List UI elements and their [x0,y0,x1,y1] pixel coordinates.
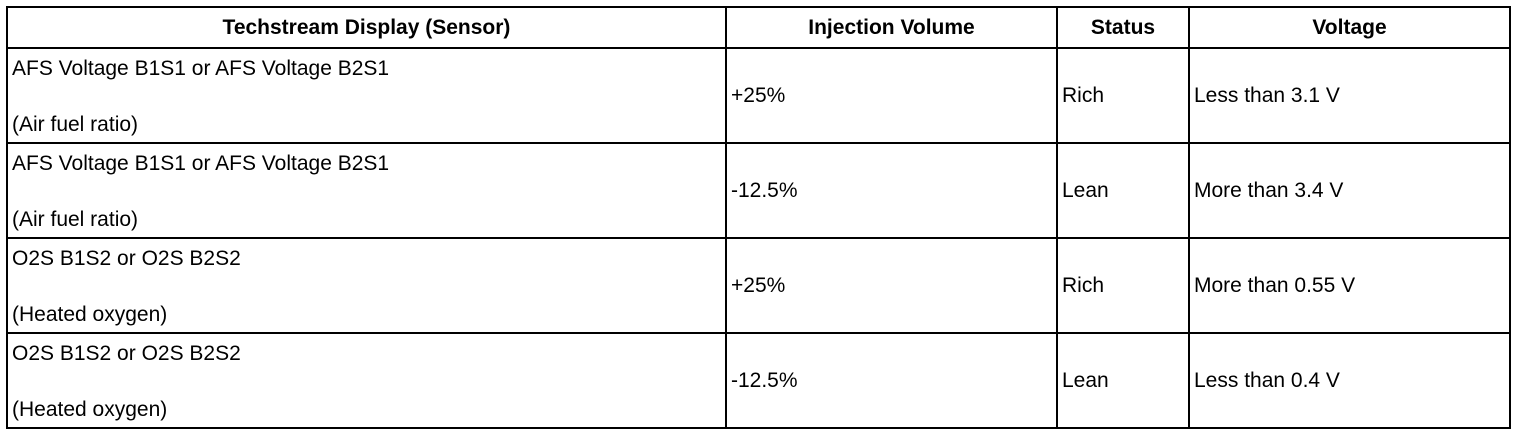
header-sensor: Techstream Display (Sensor) [6,6,727,49]
table-container: Techstream Display (Sensor) Injection Vo… [6,6,1511,429]
sensor-description: (Heated oxygen) [12,303,168,326]
voltage-value: More than 3.4 V [1194,178,1344,202]
sensor-description: (Heated oxygen) [12,398,168,421]
injection-volume-value: +25% [731,83,786,107]
status-cell: Rich [1056,47,1190,144]
injection-volume-cell: +25% [725,47,1058,144]
sensor-description: (Air fuel ratio) [12,113,139,136]
sensor-name: AFS Voltage B1S1 or AFS Voltage B2S1 [12,152,390,175]
table-row: AFS Voltage B1S1 or AFS Voltage B2S1 (Ai… [6,47,1511,144]
header-voltage: Voltage [1188,6,1511,49]
status-value: Rich [1062,273,1105,297]
voltage-cell: Less than 0.4 V [1188,332,1511,429]
table-header-row: Techstream Display (Sensor) Injection Vo… [6,6,1511,49]
voltage-cell: More than 0.55 V [1188,237,1511,334]
sensor-description: (Air fuel ratio) [12,208,139,231]
sensor-cell: AFS Voltage B1S1 or AFS Voltage B2S1 (Ai… [6,47,727,144]
voltage-cell: More than 3.4 V [1188,142,1511,239]
injection-volume-value: -12.5% [731,368,798,392]
voltage-value: More than 0.55 V [1194,273,1356,297]
header-injection-volume: Injection Volume [725,6,1058,49]
status-cell: Lean [1056,332,1190,429]
sensor-cell: O2S B1S2 or O2S B2S2 (Heated oxygen) [6,237,727,334]
injection-volume-cell: -12.5% [725,142,1058,239]
status-value: Lean [1062,178,1109,202]
injection-volume-value: +25% [731,273,786,297]
sensor-cell: AFS Voltage B1S1 or AFS Voltage B2S1 (Ai… [6,142,727,239]
header-status: Status [1056,6,1190,49]
sensor-name: O2S B1S2 or O2S B2S2 [12,247,241,270]
status-value: Rich [1062,83,1105,107]
injection-volume-value: -12.5% [731,178,798,202]
status-value: Lean [1062,368,1109,392]
status-cell: Lean [1056,142,1190,239]
voltage-cell: Less than 3.1 V [1188,47,1511,144]
sensor-name: AFS Voltage B1S1 or AFS Voltage B2S1 [12,57,390,80]
sensor-cell: O2S B1S2 or O2S B2S2 (Heated oxygen) [6,332,727,429]
injection-volume-cell: +25% [725,237,1058,334]
table-row: O2S B1S2 or O2S B2S2 (Heated oxygen) -12… [6,332,1511,429]
voltage-value: Less than 0.4 V [1194,368,1340,392]
table-row: AFS Voltage B1S1 or AFS Voltage B2S1 (Ai… [6,142,1511,239]
voltage-value: Less than 3.1 V [1194,83,1340,107]
sensor-voltage-table: Techstream Display (Sensor) Injection Vo… [6,6,1511,429]
injection-volume-cell: -12.5% [725,332,1058,429]
status-cell: Rich [1056,237,1190,334]
sensor-name: O2S B1S2 or O2S B2S2 [12,342,241,365]
table-row: O2S B1S2 or O2S B2S2 (Heated oxygen) +25… [6,237,1511,334]
